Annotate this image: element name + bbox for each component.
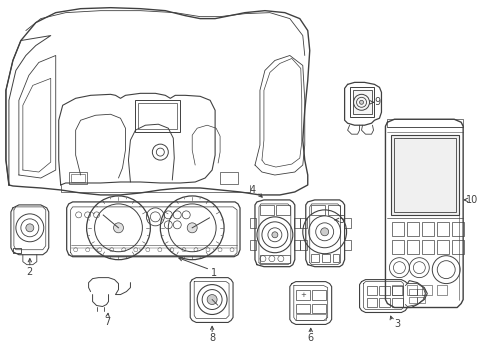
Bar: [408, 289, 416, 294]
Bar: [332, 254, 338, 262]
Bar: [379, 298, 389, 306]
Bar: [68, 172, 86, 184]
Bar: [394, 138, 455, 212]
Circle shape: [187, 223, 197, 233]
Bar: [436, 285, 447, 294]
Bar: [416, 289, 425, 294]
Text: 3: 3: [393, 319, 400, 329]
Bar: [422, 285, 431, 294]
Bar: [392, 298, 403, 306]
Bar: [13, 248, 21, 253]
Bar: [366, 285, 377, 294]
Bar: [321, 254, 329, 262]
Circle shape: [113, 223, 123, 233]
Bar: [327, 205, 339, 215]
Circle shape: [359, 100, 363, 104]
Bar: [436, 240, 448, 254]
Bar: [275, 205, 289, 215]
Bar: [390, 135, 458, 215]
Bar: [310, 205, 324, 215]
Bar: [299, 240, 306, 250]
Text: +: +: [299, 292, 305, 298]
Bar: [422, 240, 433, 254]
Bar: [392, 285, 403, 294]
Circle shape: [26, 224, 34, 232]
Bar: [407, 285, 416, 294]
Circle shape: [271, 232, 277, 238]
Bar: [343, 218, 350, 228]
Bar: [451, 222, 463, 236]
Text: 8: 8: [209, 333, 215, 343]
Bar: [407, 222, 419, 236]
Bar: [260, 255, 289, 263]
Text: 6: 6: [307, 333, 313, 343]
Bar: [293, 218, 299, 228]
Text: 4: 4: [249, 185, 256, 195]
Bar: [422, 222, 433, 236]
Circle shape: [320, 228, 328, 236]
Bar: [311, 303, 325, 314]
Bar: [392, 222, 404, 236]
Bar: [135, 100, 180, 132]
Bar: [260, 205, 273, 215]
Bar: [310, 254, 318, 262]
Text: 7: 7: [104, 318, 110, 328]
Text: 1: 1: [211, 267, 217, 278]
Bar: [349, 87, 374, 117]
Bar: [392, 285, 402, 294]
Bar: [392, 240, 404, 254]
Bar: [407, 240, 419, 254]
Text: 5: 5: [338, 215, 344, 225]
Bar: [386, 119, 462, 127]
Bar: [343, 240, 350, 250]
Bar: [408, 297, 416, 302]
Bar: [366, 298, 377, 306]
Bar: [138, 103, 177, 129]
Bar: [71, 174, 84, 182]
Bar: [249, 218, 255, 228]
Bar: [249, 240, 255, 250]
Bar: [293, 240, 299, 250]
Bar: [295, 315, 325, 320]
Bar: [379, 285, 389, 294]
Bar: [311, 289, 325, 300]
Bar: [13, 248, 21, 253]
Bar: [220, 172, 238, 184]
Bar: [451, 240, 463, 254]
Text: 10: 10: [465, 195, 477, 205]
Bar: [295, 303, 309, 314]
Circle shape: [207, 294, 217, 305]
Text: 9: 9: [374, 97, 380, 107]
Bar: [299, 218, 306, 228]
Bar: [352, 90, 371, 114]
Bar: [416, 297, 425, 302]
Text: 2: 2: [27, 267, 33, 276]
Bar: [436, 222, 448, 236]
Bar: [295, 289, 309, 300]
